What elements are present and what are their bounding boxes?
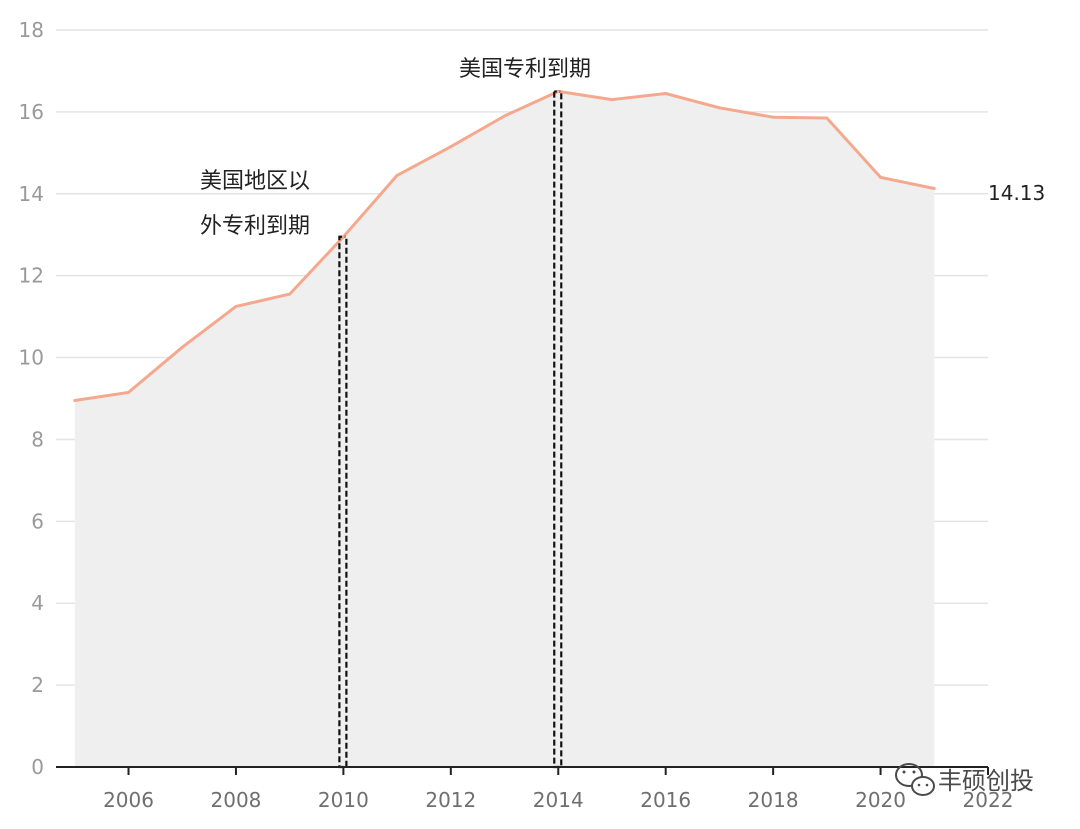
watermark: 丰硕创投 (895, 763, 1034, 796)
data-point (73, 399, 77, 403)
y-tick-label: 8 (31, 427, 44, 451)
x-tick-label: 2014 (533, 788, 584, 812)
data-point (449, 145, 453, 149)
data-point (341, 235, 345, 239)
data-point (180, 345, 184, 349)
data-points (73, 89, 936, 403)
y-tick-label: 14 (19, 182, 44, 206)
data-point (556, 89, 560, 93)
data-point (879, 175, 883, 179)
data-point (288, 292, 292, 296)
x-tick-label: 2020 (855, 788, 906, 812)
data-point (503, 114, 507, 118)
data-point (717, 106, 721, 110)
y-tick-label: 0 (31, 755, 44, 779)
end-value-label: 14.13 (988, 181, 1045, 205)
y-tick-label: 2 (31, 673, 44, 697)
data-point (234, 304, 238, 308)
x-tick-label: 2010 (318, 788, 369, 812)
x-tick-label: 2022 (963, 788, 1014, 812)
x-tick-label: 2016 (640, 788, 691, 812)
y-tick-label: 12 (19, 264, 44, 288)
data-point (127, 390, 131, 394)
x-axis-labels: 2006 2008 2010 2012 2014 2016 2018 2020 2022 (103, 788, 1013, 812)
watermark-text: 丰硕创投 (938, 767, 1034, 795)
annotation-2010-line-1: 美国地区以 (200, 169, 310, 194)
y-tick-label: 4 (31, 591, 44, 615)
x-tick-label: 2008 (211, 788, 262, 812)
data-point (825, 116, 829, 120)
data-point (395, 173, 399, 177)
wechat-icon (895, 763, 935, 796)
y-axis-labels: 0 2 4 6 8 10 12 14 16 18 (19, 18, 44, 779)
x-axis-ticks (127, 767, 989, 775)
y-tick-label: 18 (19, 18, 44, 42)
area-fill (74, 91, 935, 767)
data-point (664, 91, 668, 95)
annotation-2014: 美国专利到期 (459, 57, 591, 82)
y-tick-label: 6 (31, 509, 44, 533)
data-point (610, 98, 614, 102)
y-tick-label: 16 (19, 100, 44, 124)
data-point (771, 115, 775, 119)
x-tick-label: 2018 (748, 788, 799, 812)
y-tick-label: 10 (19, 346, 44, 370)
annotation-2010-line-2: 外专利到期 (200, 214, 310, 239)
x-tick-label: 2006 (103, 788, 154, 812)
x-tick-label: 2012 (425, 788, 476, 812)
data-point (932, 186, 936, 190)
annotations: 美国地区以 外专利到期 美国专利到期 (200, 57, 591, 239)
